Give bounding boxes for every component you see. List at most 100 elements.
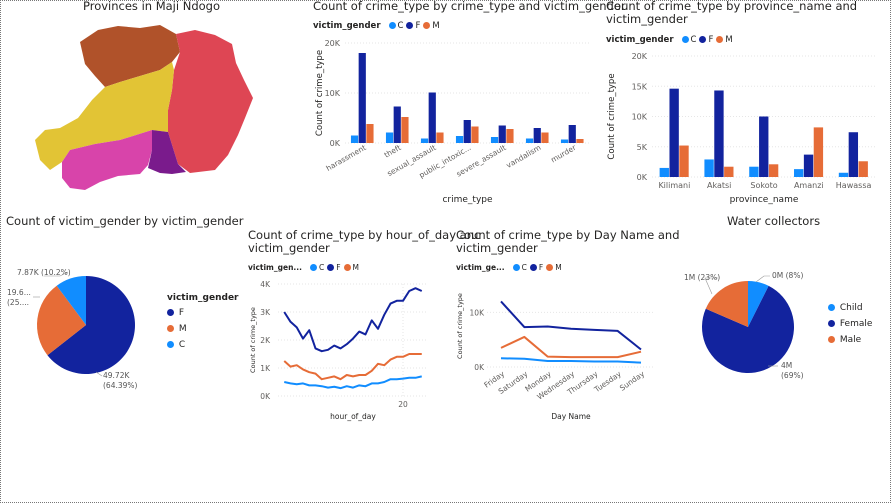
legend-c-label[interactable]: C: [318, 263, 325, 272]
pie-slice-female[interactable]: [702, 285, 794, 373]
legend-m-label[interactable]: M: [555, 263, 562, 272]
x-tick-label: Hawassa: [836, 181, 872, 190]
bar-f[interactable]: [393, 106, 401, 144]
leader-line: [44, 271, 69, 277]
bar-f[interactable]: [669, 88, 679, 177]
bar-m[interactable]: [576, 139, 584, 143]
bar-c[interactable]: [560, 139, 569, 144]
bar-c[interactable]: [659, 167, 669, 177]
leader-line: [755, 275, 770, 283]
pie-slice-c[interactable]: [56, 276, 86, 325]
pie-slice-m[interactable]: [37, 285, 86, 356]
legend-m-dot: [167, 325, 174, 332]
legend-female-dot: [828, 320, 835, 327]
legend-title: victim_gender: [167, 293, 239, 303]
bar-province-title-2: victim_gender: [606, 12, 688, 26]
bar-province-legend: victim_gender C F M: [606, 35, 733, 45]
y-tick-label: 0K: [637, 173, 648, 182]
pie-slice-child[interactable]: [748, 281, 769, 327]
bar-c[interactable]: [794, 169, 804, 177]
legend-f-label[interactable]: F: [415, 21, 421, 31]
bar-f[interactable]: [759, 116, 769, 178]
legend-m-label[interactable]: M: [352, 263, 360, 272]
y-tick-label: 10K: [632, 113, 648, 122]
legend-m-dot: [423, 22, 431, 29]
bar-c[interactable]: [525, 138, 534, 144]
legend-c-dot: [512, 264, 520, 271]
bar-c[interactable]: [350, 135, 359, 144]
legend-m-label[interactable]: M: [178, 324, 187, 334]
bar-m[interactable]: [506, 129, 514, 143]
bar-f[interactable]: [848, 132, 859, 177]
bar-province-title-1: Count of crime_type by province_name and: [606, 0, 858, 13]
bar-c[interactable]: [455, 136, 464, 143]
y-tick-label: 3K: [260, 308, 271, 317]
bar-c[interactable]: [704, 159, 714, 177]
legend-f-label[interactable]: F: [708, 35, 714, 45]
bar-m[interactable]: [401, 117, 409, 143]
bar-m[interactable]: [679, 145, 689, 177]
y-axis-label: Count of crime_type: [249, 307, 257, 373]
legend-m-label[interactable]: M: [432, 21, 440, 31]
legend-c-dot: [167, 341, 174, 348]
legend-m-label[interactable]: M: [725, 35, 733, 45]
legend-f-label[interactable]: F: [538, 263, 544, 272]
pie-water-legend: Child Female Male: [828, 303, 872, 345]
province-central[interactable]: [35, 62, 174, 170]
series-line-f[interactable]: [283, 287, 423, 353]
legend-c-dot: [309, 264, 317, 271]
province-south[interactable]: [148, 130, 186, 174]
bar-m[interactable]: [858, 161, 868, 177]
bar-f[interactable]: [803, 154, 814, 177]
series-line-m[interactable]: [500, 335, 642, 359]
bar-m[interactable]: [436, 132, 444, 144]
bar-m[interactable]: [541, 132, 549, 144]
bar-f[interactable]: [498, 125, 506, 144]
legend-c-label[interactable]: C: [690, 35, 697, 45]
legend-m-dot: [716, 36, 724, 43]
water-label-female-2: (69%): [781, 371, 804, 380]
bar-f[interactable]: [714, 90, 724, 177]
bar-m[interactable]: [813, 127, 824, 177]
y-tick-label: 10K: [325, 89, 341, 98]
bar-f[interactable]: [358, 53, 366, 143]
legend-f-label[interactable]: F: [336, 263, 341, 272]
bar-f[interactable]: [568, 125, 576, 143]
series-line-f[interactable]: [500, 300, 642, 351]
bar-c[interactable]: [490, 137, 499, 143]
legend-f-label[interactable]: F: [178, 308, 185, 318]
legend-male-label[interactable]: Male: [839, 335, 862, 345]
bar-c[interactable]: [385, 132, 394, 144]
series-line-c[interactable]: [500, 357, 642, 364]
legend-c-label[interactable]: C: [178, 340, 186, 350]
bar-gender-title: Count of crime_type by crime_type and vi…: [313, 0, 626, 13]
legend-child-label[interactable]: Child: [839, 303, 863, 313]
bar-m[interactable]: [768, 164, 779, 177]
pie-slice-f[interactable]: [47, 276, 136, 374]
province-southwest[interactable]: [62, 130, 152, 190]
bar-c[interactable]: [749, 166, 759, 177]
bar-f[interactable]: [428, 92, 436, 144]
bar-c[interactable]: [838, 172, 849, 177]
bar-f[interactable]: [463, 120, 471, 143]
y-tick-label: 15K: [632, 82, 648, 91]
province-east[interactable]: [168, 30, 253, 173]
bar-m[interactable]: [366, 124, 374, 143]
bar-m[interactable]: [724, 166, 734, 177]
legend-female-label[interactable]: Female: [839, 319, 873, 329]
legend-c-label[interactable]: C: [397, 21, 404, 31]
bar-c[interactable]: [420, 138, 429, 144]
bar-f[interactable]: [533, 128, 541, 143]
series-line-m[interactable]: [283, 353, 422, 381]
pie-slice-male[interactable]: [705, 281, 748, 327]
bar-m[interactable]: [471, 126, 479, 144]
series-line-c[interactable]: [284, 375, 422, 390]
legend-c-label[interactable]: C: [521, 263, 527, 272]
